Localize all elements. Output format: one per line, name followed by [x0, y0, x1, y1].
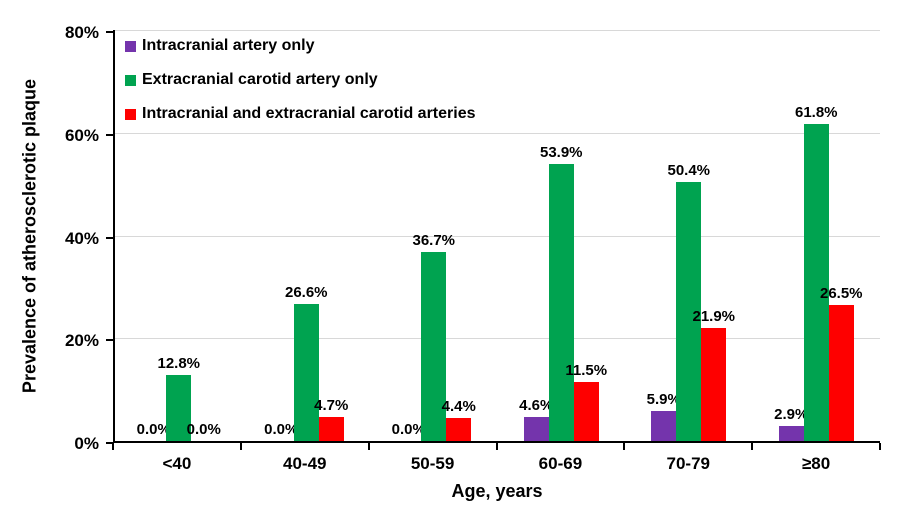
x-tick-label: 60-69 [538, 454, 583, 473]
legend-item-3: Intracranial and extracranial carotid ar… [125, 104, 475, 124]
legend-item-2: Extracranial carotid artery only [125, 70, 475, 90]
y-tick-mark [106, 31, 113, 33]
y-tick-mark [106, 442, 113, 444]
data-label: 4.7% [314, 397, 349, 414]
data-label: 36.7% [412, 232, 456, 249]
bar-series1-≥80 [778, 426, 804, 441]
data-label: 50.4% [667, 162, 711, 179]
y-tick-mark [106, 339, 113, 342]
y-tick-mark [106, 236, 113, 239]
bar-series3-40-49 [318, 417, 344, 441]
bar-series3-70-79 [701, 328, 727, 441]
y-axis-title: Prevalence of atherosclerotic plaque [19, 78, 40, 394]
legend-marker-icon [125, 74, 136, 86]
x-tick-mark [751, 443, 754, 450]
x-tick-mark [879, 443, 881, 450]
x-tick-mark [112, 443, 114, 450]
data-label: 0.0% [136, 421, 171, 438]
x-axis-title: Age, years [451, 481, 543, 501]
x-tick-label: 40-49 [283, 454, 327, 473]
bar-series3-≥80 [828, 305, 854, 441]
x-tick-label: 70-79 [666, 454, 710, 473]
y-tick-label: 40% [64, 228, 99, 248]
x-tick-label: 50-59 [410, 454, 455, 473]
gridline-80 [115, 30, 880, 31]
gridline-40 [115, 235, 880, 237]
data-label: 12.8% [157, 355, 201, 372]
y-tick-label: 20% [64, 331, 99, 351]
legend: Intracranial artery only Extracranial car… [125, 36, 475, 138]
bar-series3-60-69 [573, 382, 599, 441]
data-label: 26.6% [284, 284, 328, 301]
bar-series2-70-79 [676, 182, 702, 441]
data-label: 11.5% [565, 362, 608, 379]
legend-item-1: Intracranial artery only [125, 36, 475, 56]
legend-label: Extracranial carotid artery only [142, 71, 378, 88]
x-tick-label: ≥80 [801, 454, 831, 473]
bar-series3-50-59 [446, 418, 472, 441]
bar-series2-<40 [166, 375, 192, 441]
gridline-60 [115, 132, 880, 134]
gridline-20 [115, 338, 880, 340]
bar-series2-40-49 [293, 304, 319, 441]
x-tick-label: <40 [162, 454, 192, 473]
data-label: 0.0% [264, 421, 299, 438]
legend-marker-icon [125, 40, 136, 52]
data-label: 26.5% [819, 285, 863, 302]
y-tick-label: 80% [64, 23, 99, 42]
data-label: 4.4% [441, 398, 476, 415]
data-label: 5.9% [646, 391, 681, 408]
data-label: 0.0% [391, 421, 426, 438]
y-tick-label: 60% [64, 125, 99, 145]
bar-series2-60-69 [548, 164, 574, 441]
data-label: 21.9% [692, 308, 736, 325]
y-tick-mark [106, 133, 113, 136]
x-tick-mark [495, 443, 498, 450]
data-label: 53.9% [539, 144, 583, 161]
x-tick-mark [623, 443, 626, 450]
bar-series1-60-69 [523, 417, 549, 441]
x-tick-mark [239, 443, 242, 450]
bar-series2-≥80 [803, 124, 829, 441]
data-label: 61.8% [794, 104, 838, 121]
data-label: 2.9% [774, 406, 809, 423]
legend-marker-icon [125, 108, 136, 120]
plot-area: Intracranial artery only Extracranial car… [113, 30, 880, 443]
y-tick-label: 0% [74, 434, 99, 453]
data-label: 0.0% [186, 421, 221, 438]
data-label: 4.6% [519, 397, 554, 414]
bar-series2-50-59 [421, 252, 447, 441]
bar-series1-70-79 [651, 411, 677, 441]
legend-label: Intracranial and extracranial carotid ar… [142, 105, 476, 122]
legend-label: Intracranial artery only [142, 37, 315, 54]
x-tick-mark [367, 443, 370, 450]
